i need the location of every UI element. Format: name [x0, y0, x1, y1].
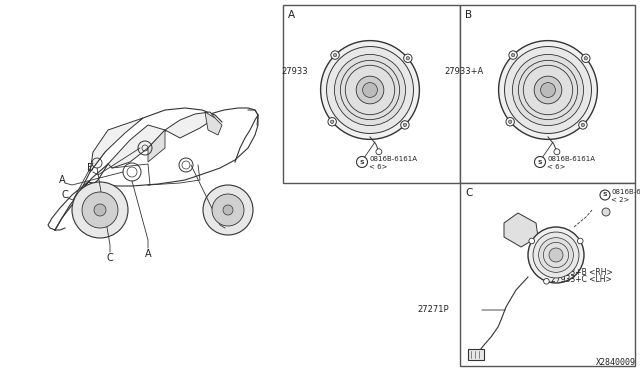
- Circle shape: [212, 194, 244, 226]
- Text: C: C: [107, 253, 113, 263]
- Circle shape: [328, 118, 337, 126]
- Circle shape: [203, 185, 253, 235]
- Circle shape: [533, 232, 579, 278]
- Text: X2840009: X2840009: [596, 358, 636, 367]
- Polygon shape: [165, 112, 215, 138]
- Circle shape: [333, 53, 337, 57]
- Circle shape: [403, 123, 406, 126]
- Circle shape: [602, 208, 610, 216]
- Circle shape: [376, 149, 382, 155]
- Circle shape: [584, 57, 588, 60]
- Circle shape: [534, 157, 545, 167]
- Circle shape: [330, 120, 334, 124]
- Text: C: C: [465, 188, 472, 198]
- Circle shape: [504, 46, 591, 134]
- Text: S: S: [603, 192, 607, 198]
- Circle shape: [511, 53, 515, 57]
- Circle shape: [529, 238, 534, 244]
- Circle shape: [356, 157, 367, 167]
- Text: 27933+C <LH>: 27933+C <LH>: [551, 275, 612, 284]
- Circle shape: [404, 54, 412, 62]
- Polygon shape: [108, 125, 165, 168]
- Polygon shape: [504, 213, 538, 247]
- Circle shape: [321, 41, 419, 140]
- Text: 27271P: 27271P: [417, 305, 449, 314]
- Text: A: A: [288, 10, 295, 20]
- Circle shape: [534, 76, 562, 104]
- Text: S: S: [360, 160, 364, 164]
- Circle shape: [509, 51, 517, 59]
- Circle shape: [508, 120, 512, 124]
- Text: C: C: [61, 190, 68, 200]
- Circle shape: [528, 227, 584, 283]
- Circle shape: [72, 182, 128, 238]
- Text: B: B: [86, 163, 93, 173]
- Circle shape: [582, 54, 590, 62]
- Text: 0816B-6121A: 0816B-6121A: [611, 189, 640, 195]
- Circle shape: [513, 54, 584, 126]
- Bar: [460, 183, 635, 366]
- Text: < 6>: < 6>: [547, 164, 566, 170]
- Circle shape: [326, 46, 413, 134]
- Circle shape: [541, 83, 556, 97]
- Circle shape: [581, 123, 585, 126]
- Circle shape: [518, 60, 578, 120]
- Circle shape: [543, 279, 549, 284]
- Circle shape: [94, 204, 106, 216]
- Text: 27933: 27933: [282, 67, 308, 77]
- Circle shape: [600, 190, 610, 200]
- Text: B: B: [465, 10, 472, 20]
- Text: < 6>: < 6>: [369, 164, 387, 170]
- Circle shape: [401, 121, 409, 129]
- Circle shape: [524, 65, 573, 115]
- Bar: [460, 5, 635, 183]
- Circle shape: [539, 238, 573, 272]
- Circle shape: [506, 118, 515, 126]
- Bar: [468, 349, 484, 360]
- Circle shape: [499, 41, 597, 140]
- Text: A: A: [145, 249, 151, 259]
- Text: A: A: [59, 175, 65, 185]
- Text: 0816B-6161A: 0816B-6161A: [369, 156, 417, 162]
- Text: S: S: [538, 160, 542, 164]
- Circle shape: [549, 248, 563, 262]
- Circle shape: [346, 65, 395, 115]
- Text: < 2>: < 2>: [611, 197, 629, 203]
- Circle shape: [579, 121, 587, 129]
- Circle shape: [223, 205, 233, 215]
- Text: 27933+B <RH>: 27933+B <RH>: [551, 268, 612, 277]
- Text: 0816B-6161A: 0816B-6161A: [547, 156, 595, 162]
- Circle shape: [331, 51, 339, 59]
- Circle shape: [543, 243, 568, 267]
- Circle shape: [335, 54, 406, 126]
- Circle shape: [554, 149, 560, 155]
- Circle shape: [82, 192, 118, 228]
- Bar: [283, 5, 460, 183]
- Polygon shape: [148, 130, 165, 162]
- Polygon shape: [205, 112, 222, 135]
- Text: 27933+A: 27933+A: [445, 67, 484, 77]
- Circle shape: [577, 238, 583, 244]
- Circle shape: [340, 60, 399, 120]
- Text: B: B: [225, 227, 232, 237]
- Circle shape: [363, 83, 378, 97]
- Circle shape: [406, 57, 410, 60]
- Circle shape: [356, 76, 384, 104]
- Polygon shape: [90, 118, 143, 172]
